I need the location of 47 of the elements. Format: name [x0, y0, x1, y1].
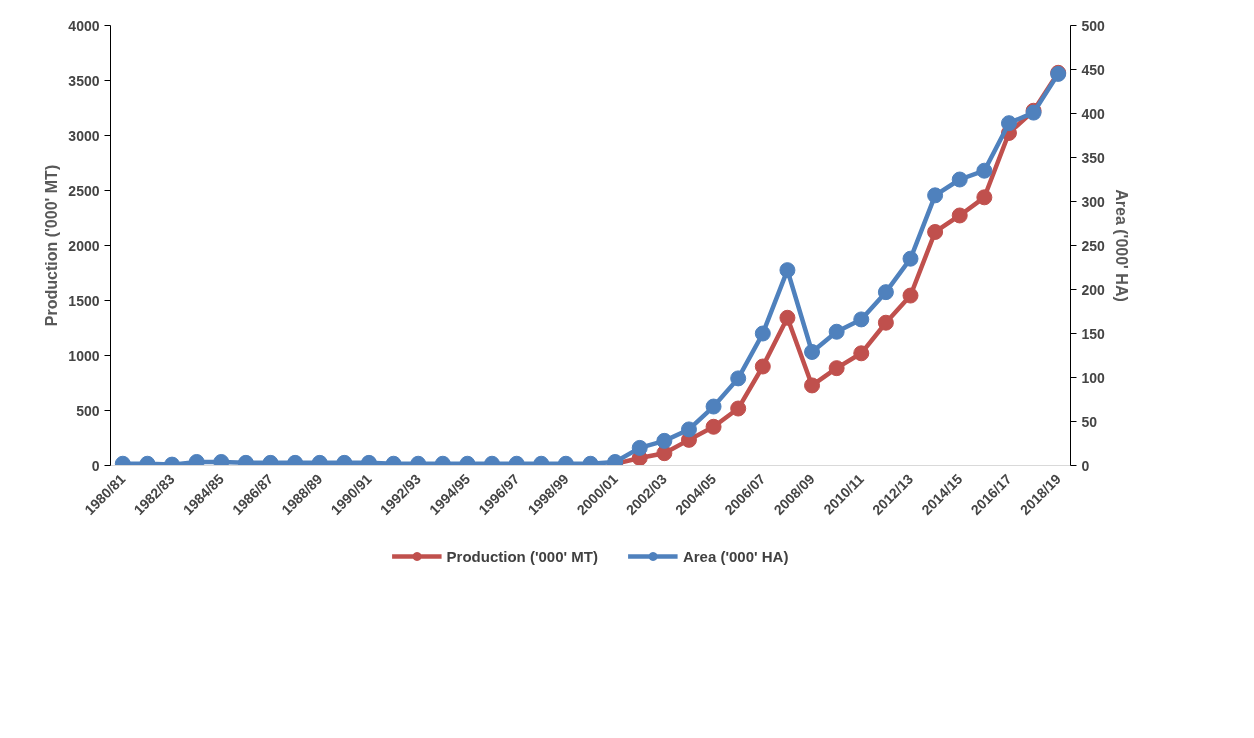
y2-tick-label: 250: [1081, 237, 1106, 254]
y-tick-label: 2000: [68, 237, 100, 254]
point: [927, 187, 944, 204]
point: [902, 250, 919, 267]
y-axis-title: Production ('000' MT): [43, 164, 61, 327]
y2-tick-label: 50: [1081, 413, 1098, 430]
point: [902, 287, 919, 304]
legend-label: Production ('000' MT): [446, 547, 598, 565]
y-tick-label: 3000: [68, 127, 100, 144]
point: [877, 284, 894, 301]
point: [705, 418, 722, 435]
point: [828, 323, 845, 340]
point: [730, 400, 747, 417]
y2-tick-label: 500: [1081, 17, 1106, 34]
y-tick-label: 4000: [68, 17, 100, 34]
y-tick-label: 2500: [68, 182, 100, 199]
point: [779, 262, 796, 279]
point: [927, 223, 944, 240]
y-tick-label: 3500: [68, 72, 100, 89]
y2-tick-label: 300: [1081, 193, 1106, 210]
y2-tick-label: 200: [1081, 281, 1106, 298]
point: [951, 171, 968, 188]
y2-tick-label: 350: [1081, 149, 1106, 166]
point: [804, 377, 821, 394]
point: [804, 343, 821, 360]
point: [1000, 115, 1017, 132]
y-tick-label: 500: [76, 402, 100, 419]
point: [951, 207, 968, 224]
point: [877, 314, 894, 331]
point: [754, 358, 771, 375]
point: [853, 345, 870, 362]
point: [779, 309, 796, 326]
point: [754, 325, 771, 342]
point: [976, 189, 993, 206]
y2-tick-label: 0: [1081, 457, 1090, 474]
y2-tick-label: 150: [1081, 325, 1106, 342]
point: [853, 311, 870, 328]
y2-axis-title: Area ('000' HA): [1112, 189, 1130, 302]
y2-tick-label: 100: [1081, 369, 1106, 386]
point: [976, 162, 993, 179]
y2-tick-label: 400: [1081, 105, 1106, 122]
y2-tick-label: 450: [1081, 61, 1106, 78]
y-tick-label: 1500: [68, 292, 100, 309]
point: [828, 360, 845, 377]
y-tick-label: 0: [91, 457, 100, 474]
legend-label: Area ('000' HA): [682, 547, 789, 565]
y-tick-label: 1000: [68, 347, 100, 364]
